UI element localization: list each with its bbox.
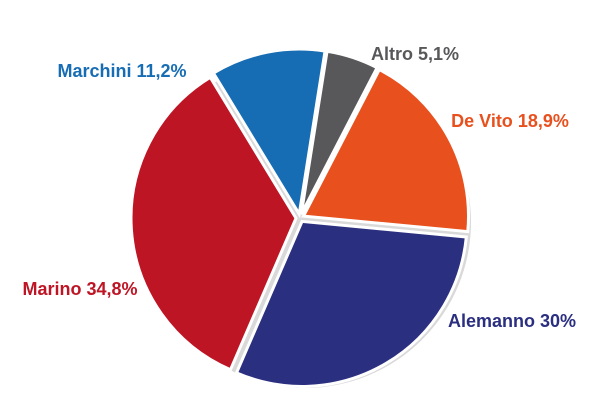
slice-name: Marino — [22, 279, 81, 299]
slice — [299, 49, 380, 215]
slice-name: De Vito — [451, 111, 513, 131]
slice-value: 5,1% — [418, 44, 459, 64]
slice-name: Altro — [371, 44, 413, 64]
slice-value: 34,8% — [86, 279, 137, 299]
labels: Altro 5,1% De Vito 18,9% Alemanno 30% Marin… — [22, 44, 576, 331]
slice — [301, 67, 470, 234]
slice-label: Marino 34,8% — [22, 279, 137, 299]
slice-name: Marchini — [57, 61, 131, 81]
slice-value: 30% — [540, 311, 576, 331]
slice-value: 11,2% — [136, 61, 186, 81]
slice-label: Alemanno 30% — [448, 311, 576, 331]
slice — [129, 75, 298, 372]
slice-label: De Vito 18,9% — [451, 111, 569, 131]
slice-label: Marchini 11,2% — [57, 61, 186, 81]
slice-value: 18,9% — [518, 111, 569, 131]
slice — [234, 219, 468, 388]
slice-name: Alemanno — [448, 311, 535, 331]
slice — [211, 47, 327, 219]
slice-label: Altro 5,1% — [371, 44, 459, 64]
pie — [129, 47, 470, 388]
